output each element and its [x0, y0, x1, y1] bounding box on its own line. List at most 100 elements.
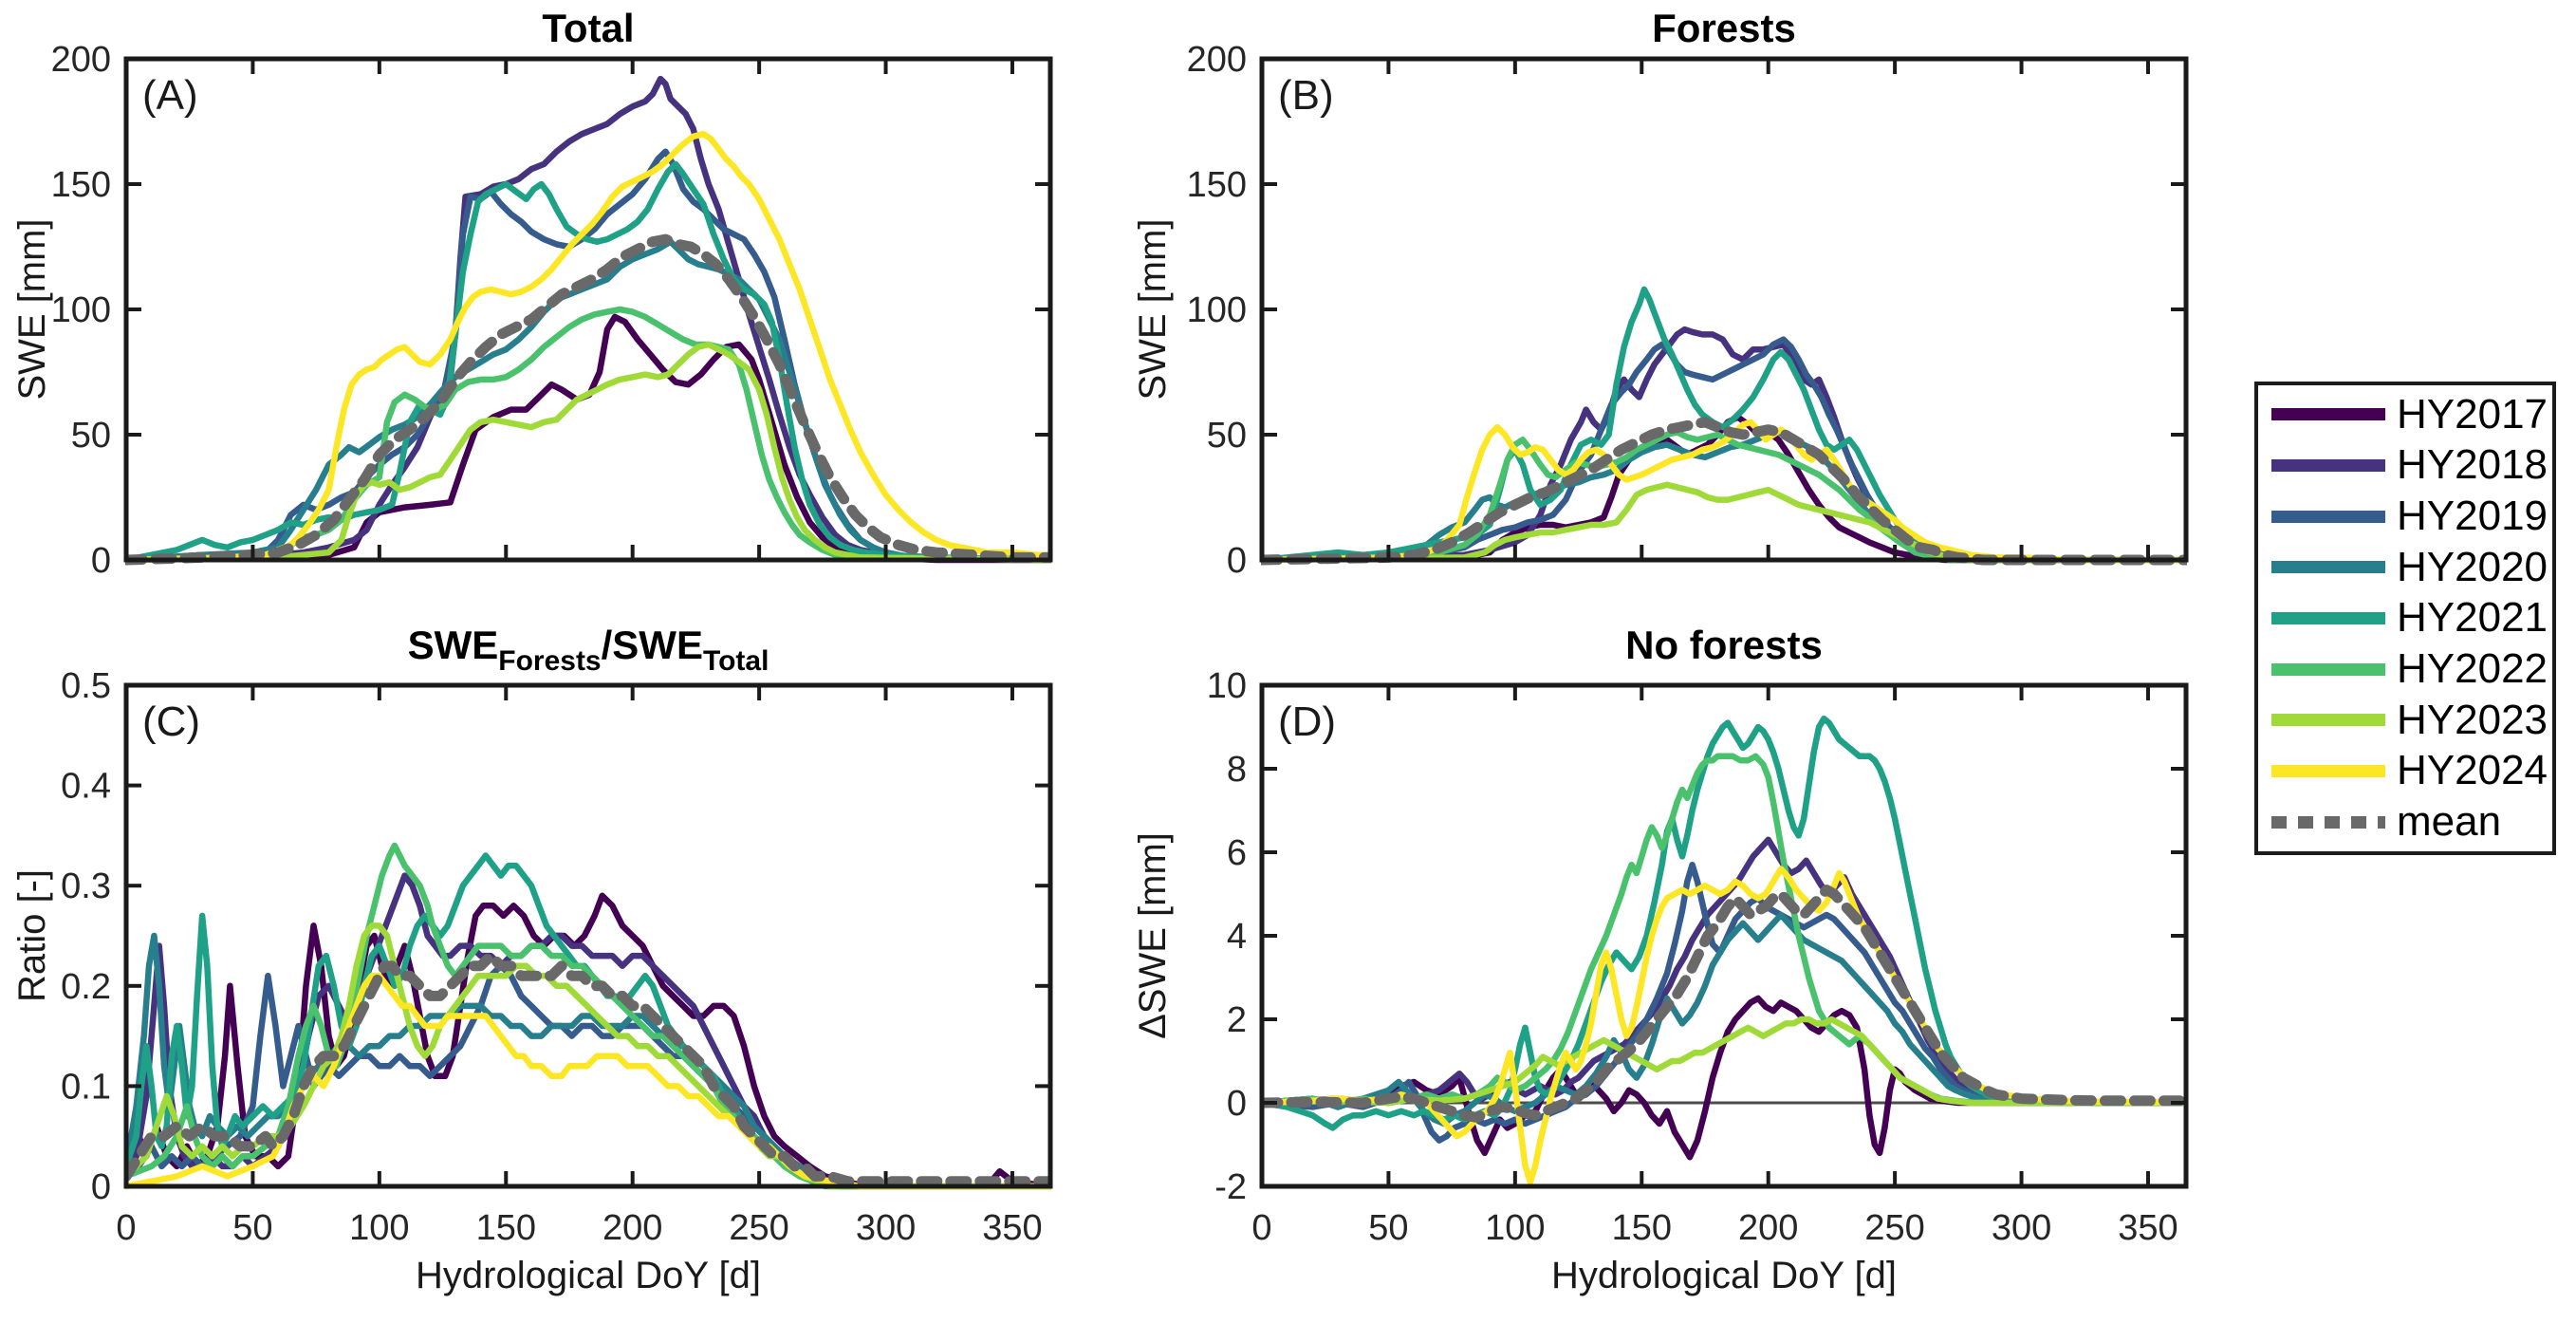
legend-swatch-hy2018 — [2271, 458, 2385, 472]
series-line-hy2024-a — [125, 130, 1051, 564]
legend-item-hy2018: HY2018 — [2258, 441, 2552, 489]
series-line-hy2017-b — [1261, 414, 2187, 564]
legend-swatch-hy2021 — [2271, 611, 2385, 624]
x-tick-label: 150 — [1612, 1208, 1672, 1248]
y-tick-label: 200 — [1187, 40, 1247, 80]
legend-label-hy2024: HY2024 — [2397, 747, 2548, 794]
panel-c-title-sub2: Total — [702, 645, 769, 677]
legend-label-hy2019: HY2019 — [2397, 493, 2548, 540]
series-line-hy2023-b — [1261, 481, 2187, 564]
legend-label-hy2017: HY2017 — [2397, 390, 2548, 438]
legend-item-hy2020: HY2020 — [2258, 544, 2552, 591]
y-tick-label: 0 — [91, 1167, 111, 1207]
legend-swatch-mean — [2271, 815, 2385, 829]
x-tick-label: 100 — [1485, 1208, 1545, 1248]
legend-swatch-hy2017 — [2271, 408, 2385, 421]
legend-swatch-hy2024 — [2271, 764, 2385, 777]
panel-c-letter: (C) — [142, 699, 201, 745]
y-tick-label: -2 — [1214, 1167, 1247, 1207]
x-axis-label-right: Hydrological DoY [d] — [1551, 1255, 1897, 1296]
series-line-mean-d — [1261, 885, 2187, 1123]
series-line-hy2022-b — [1261, 429, 2187, 564]
panel-d-title: No forests — [1625, 623, 1823, 667]
x-tick-label: 250 — [1864, 1208, 1924, 1248]
panel-c-title-sub1: Forests — [498, 645, 602, 677]
panel-a-letter: (A) — [142, 72, 198, 119]
x-axis-label-left: Hydrological DoY [d] — [416, 1255, 761, 1296]
legend-label-hy2018: HY2018 — [2397, 441, 2548, 489]
x-tick-label: 300 — [1992, 1208, 2051, 1248]
legend-label-hy2022: HY2022 — [2397, 645, 2548, 693]
y-tick-label: 0.4 — [61, 767, 111, 807]
x-tick-label: 200 — [602, 1208, 662, 1248]
panel-b-title: Forests — [1652, 6, 1796, 50]
x-tick-label: 250 — [729, 1208, 788, 1248]
panel-c-title: SWEForests/SWETotal — [126, 623, 1050, 677]
y-tick-label: 150 — [1187, 165, 1247, 205]
legend-label-hy2020: HY2020 — [2397, 543, 2548, 590]
y-tick-label: 6 — [1227, 833, 1247, 873]
y-tick-label: 0 — [1227, 541, 1247, 581]
panel-b-plot: 0 50 100 150 200 — [1187, 40, 2189, 581]
legend-item-hy2023: HY2023 — [2258, 697, 2552, 744]
panel-d-ylabel: ΔSWE [mm] — [1132, 832, 1174, 1039]
series-line-hy2020-d — [1261, 911, 2187, 1127]
series-line-hy2017-a — [125, 313, 1051, 564]
panel-a-ylabel: SWE [mm] — [11, 218, 53, 401]
x-tick-label: 100 — [349, 1208, 409, 1248]
legend-label-mean: mean — [2397, 798, 2502, 846]
axes-box-b — [1259, 56, 2189, 563]
series-line-hy2018-d — [1261, 836, 2187, 1107]
x-tick-label: 150 — [476, 1208, 536, 1248]
series-group-d — [1261, 715, 2187, 1185]
panel-d-letter: (D) — [1278, 699, 1337, 745]
y-tick-label: 100 — [1187, 290, 1247, 330]
series-line-hy2021-d — [1261, 715, 2187, 1131]
y-tick-label: 8 — [1227, 750, 1247, 790]
legend-item-hy2024: HY2024 — [2258, 747, 2552, 794]
x-tick-label: 350 — [982, 1208, 1042, 1248]
series-line-mean-a — [125, 233, 1051, 566]
legend-item-mean: mean — [2258, 798, 2552, 846]
series-group-c — [125, 842, 1051, 1190]
y-tick-label: 0 — [91, 541, 111, 581]
y-tick-label: 0.3 — [61, 866, 111, 906]
y-tick-label: 200 — [51, 40, 111, 80]
legend: HY2017 HY2018 HY2019 HY2020 HY2021 HY2022 HY20… — [2254, 382, 2556, 855]
y-tick-label: 50 — [1207, 416, 1247, 456]
y-tick-label: 4 — [1227, 917, 1247, 957]
legend-item-hy2017: HY2017 — [2258, 391, 2552, 438]
series-line-hy2020-a — [125, 238, 1051, 564]
series-line-hy2024-c — [125, 972, 1051, 1190]
series-line-hy2024-b — [1261, 419, 2187, 564]
y-tick-label: 0 — [1227, 1084, 1247, 1124]
legend-item-hy2019: HY2019 — [2258, 493, 2552, 540]
series-line-hy2018-c — [125, 872, 1051, 1190]
series-line-hy2023-a — [125, 341, 1051, 564]
y-tick-label: 2 — [1227, 1000, 1247, 1040]
x-tick-label: 50 — [1368, 1208, 1408, 1248]
x-tick-label: 200 — [1738, 1208, 1798, 1248]
legend-label-hy2023: HY2023 — [2397, 696, 2548, 743]
series-line-hy2017-d — [1261, 995, 2187, 1161]
series-line-mean-c — [125, 950, 1051, 1187]
x-tick-label: 300 — [856, 1208, 916, 1248]
legend-swatch-hy2019 — [2271, 510, 2385, 523]
x-tick-label: 0 — [1251, 1208, 1271, 1248]
y-tick-label: 150 — [51, 165, 111, 205]
x-tick-label: 350 — [2118, 1208, 2178, 1248]
series-line-hy2019-a — [125, 148, 1051, 564]
panel-a-title: Total — [542, 6, 635, 50]
series-group-a — [125, 75, 1051, 566]
legend-item-hy2022: HY2022 — [2258, 645, 2552, 693]
panel-c-title-part2: /SWE — [601, 623, 703, 667]
legend-item-hy2021: HY2021 — [2258, 594, 2552, 642]
y-tick-label: 0.1 — [61, 1067, 111, 1107]
legend-swatch-hy2022 — [2271, 662, 2385, 676]
y-tick-label: 0.5 — [61, 666, 111, 706]
series-line-hy2021-b — [1261, 286, 2187, 564]
legend-swatch-hy2020 — [2271, 561, 2385, 574]
series-line-hy2019-d — [1261, 861, 2187, 1144]
